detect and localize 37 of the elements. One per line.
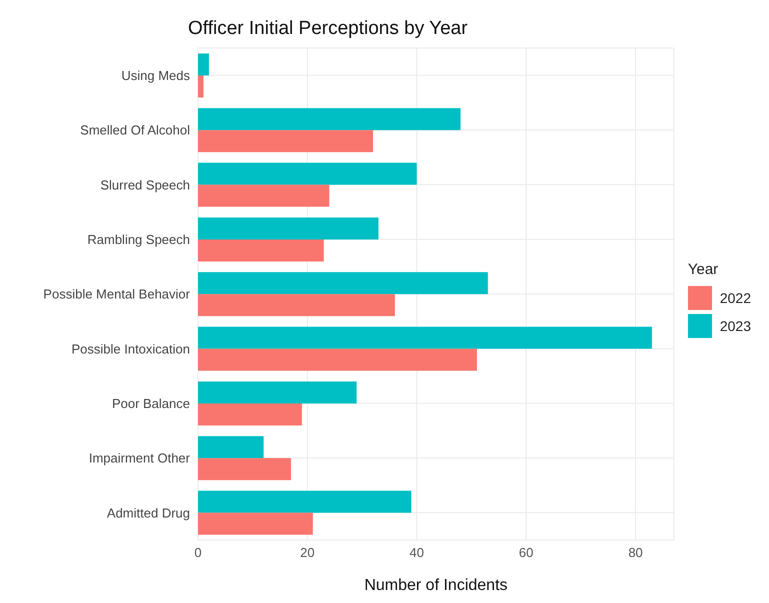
- y-tick-label: Impairment Other: [88, 450, 191, 466]
- bar: [198, 272, 488, 294]
- bar: [198, 162, 417, 185]
- bar: [198, 436, 264, 458]
- bar: [198, 348, 477, 371]
- y-tick-label: Admitted Drug: [106, 505, 190, 520]
- bar: [198, 75, 204, 98]
- bar: [198, 512, 313, 535]
- bar: [198, 458, 291, 480]
- x-tick-label: 60: [518, 545, 534, 560]
- x-tick-label: 0: [194, 545, 202, 560]
- bar: [198, 490, 412, 513]
- bar: [198, 108, 461, 130]
- y-tick-label: Using Meds: [121, 68, 190, 83]
- bar: [198, 53, 209, 76]
- bar: [198, 239, 324, 262]
- bar: [198, 381, 357, 404]
- legend-label: 2023: [720, 318, 751, 334]
- y-tick-label: Poor Balance: [112, 396, 190, 411]
- bar: [198, 326, 652, 349]
- bar: [198, 217, 378, 240]
- y-tick-label: Slurred Speech: [100, 177, 190, 192]
- bar: [198, 184, 330, 207]
- x-tick-label: 40: [410, 545, 424, 560]
- legend-title: Year: [688, 261, 720, 278]
- y-tick-label: Possible Intoxication: [71, 341, 190, 356]
- bar: [198, 403, 302, 426]
- x-axis-title: Number of Incidents: [364, 577, 508, 594]
- x-tick-label: 20: [300, 545, 315, 560]
- legend-label: 2022: [720, 290, 751, 306]
- x-tick-label: 80: [628, 545, 643, 560]
- y-tick-label: Rambling Speech: [87, 232, 190, 247]
- chart-title: Officer Initial Perceptions by Year: [188, 18, 468, 40]
- y-tick-label: Smelled Of Alcohol: [80, 122, 190, 138]
- y-tick-label: Possible Mental Behavior: [43, 286, 191, 302]
- bar: [198, 130, 374, 152]
- bar: [198, 294, 395, 316]
